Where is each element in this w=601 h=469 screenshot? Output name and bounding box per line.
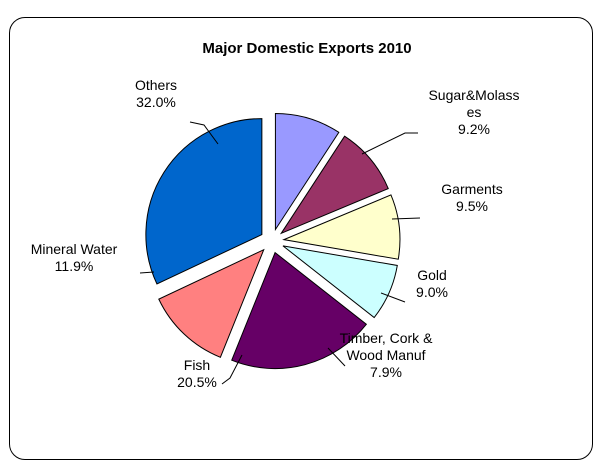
pie-slice	[282, 194, 401, 260]
leader-line	[391, 217, 421, 220]
leader-line	[221, 354, 243, 385]
leader-line	[139, 271, 155, 274]
leader-line	[380, 292, 406, 303]
slice-label: Fish 20.5%	[177, 357, 217, 390]
pie-slice	[145, 118, 263, 285]
slice-name: Gold	[417, 267, 447, 283]
leader-line	[361, 132, 418, 155]
slice-label: Sugar&Molass es 9.2%	[428, 87, 519, 137]
chart-title: Major Domestic Exports 2010	[202, 40, 411, 57]
slice-label: Timber, Cork & Wood Manuf 7.9%	[340, 330, 433, 380]
slice-label: Others 32.0%	[135, 77, 177, 110]
slice-label: Mineral Water 11.9%	[31, 241, 118, 274]
slice-name: es	[467, 104, 482, 120]
slice-percent: 20.5%	[177, 374, 217, 390]
slice-name: Timber, Cork &	[340, 330, 433, 346]
slice-percent: 9.5%	[456, 198, 488, 214]
slice-percent: 9.2%	[458, 121, 490, 137]
pie-slice	[274, 112, 340, 232]
slice-label: Gold 9.0%	[416, 267, 448, 300]
slice-name: Wood Manuf	[346, 347, 425, 363]
leader-line	[327, 347, 346, 367]
slice-name: Garments	[441, 181, 502, 197]
slice-name: Sugar&Molass	[428, 87, 519, 103]
slice-label: Garments 9.5%	[441, 181, 502, 214]
pie-slice	[279, 135, 389, 235]
slice-name: Fish	[184, 357, 210, 373]
slice-percent: 9.0%	[416, 284, 448, 300]
leader-line	[189, 121, 219, 145]
slice-percent: 11.9%	[55, 258, 94, 274]
slice-name: Mineral Water	[31, 241, 118, 257]
slice-percent: 32.0%	[136, 94, 176, 110]
pie-slice	[282, 245, 398, 319]
pie-slice	[158, 248, 265, 358]
slice-percent: 7.9%	[370, 364, 402, 380]
pie-slice	[231, 251, 368, 370]
slice-name: Others	[135, 77, 177, 93]
